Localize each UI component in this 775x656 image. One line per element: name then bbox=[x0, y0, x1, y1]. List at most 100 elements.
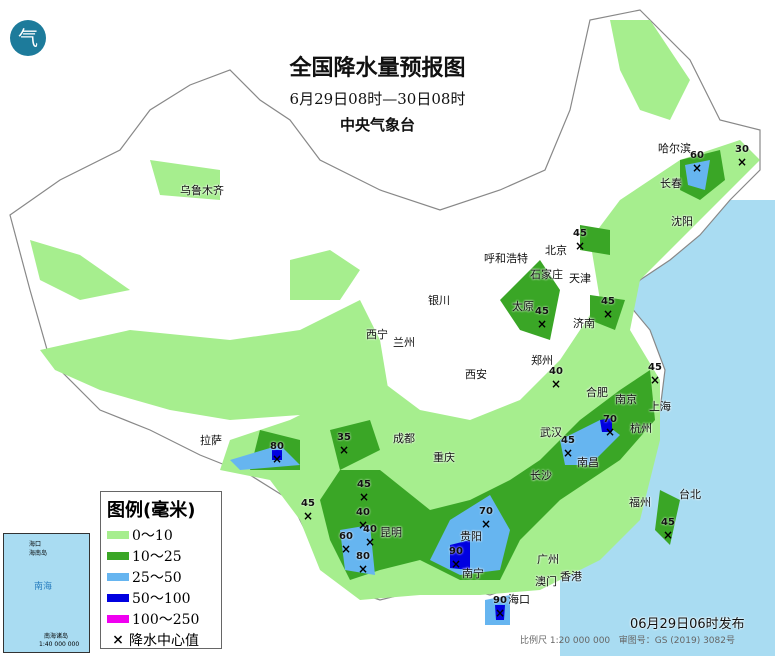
rain-10-25 bbox=[250, 150, 725, 580]
rain-0-10-west bbox=[40, 300, 390, 420]
rain-center-marker-icon: × bbox=[737, 155, 748, 169]
legend-center-label: 降水中心值 bbox=[129, 632, 199, 649]
city-label: 西安 bbox=[465, 368, 487, 381]
rain-center-value: 90 bbox=[449, 546, 463, 557]
city-label: 香港 bbox=[560, 570, 582, 583]
legend-title: 图例(毫米) bbox=[107, 500, 196, 521]
city-label: 上海 bbox=[649, 400, 671, 413]
city-label: 哈尔滨 bbox=[658, 142, 691, 155]
legend-item: 25～50 bbox=[107, 566, 215, 587]
rain-center-value: 45 bbox=[301, 498, 315, 509]
rain-center-marker-icon: × bbox=[451, 557, 462, 571]
legend-swatch bbox=[107, 614, 129, 623]
rain-center-marker-icon: × bbox=[537, 317, 548, 331]
city-label: 杭州 bbox=[630, 422, 652, 435]
rain-0-10-north bbox=[30, 20, 690, 300]
city-label: 重庆 bbox=[433, 451, 455, 464]
issue-time: 06月29日06时发布 bbox=[630, 617, 745, 632]
rain-center-value: 45 bbox=[648, 362, 662, 373]
city-label: 沈阳 bbox=[671, 215, 693, 228]
rain-center-marker-icon: × bbox=[303, 509, 314, 523]
city-label: 南京 bbox=[615, 393, 637, 406]
rain-center-value: 45 bbox=[535, 306, 549, 317]
legend-swatch bbox=[107, 530, 129, 539]
rain-center-marker-icon: × bbox=[365, 535, 376, 549]
legend-label: 50～100 bbox=[132, 590, 191, 607]
city-label: 贵阳 bbox=[460, 530, 482, 543]
rain-center-value: 80 bbox=[356, 551, 370, 562]
city-label: 南昌 bbox=[577, 456, 599, 469]
rain-center-value: 60 bbox=[339, 531, 353, 542]
city-label: 拉萨 bbox=[200, 434, 222, 447]
legend-label: 100～250 bbox=[132, 611, 200, 628]
city-label: 银川 bbox=[428, 294, 450, 307]
city-label: 成都 bbox=[393, 432, 415, 445]
city-label: 石家庄 bbox=[530, 268, 563, 281]
issuer: 中央气象台 bbox=[339, 116, 415, 134]
legend-item: 50～100 bbox=[107, 587, 215, 608]
inset-islands-label: 南海诸岛 bbox=[44, 633, 69, 640]
scale-approval: 比例尺 1:20 000 000 审图号：GS (2019) 3082号 bbox=[520, 633, 735, 646]
rain-center-value: 70 bbox=[479, 506, 493, 517]
city-label: 南宁 bbox=[462, 567, 484, 580]
city-label: 天津 bbox=[569, 272, 591, 285]
legend-center-marker: × 降水中心值 bbox=[107, 629, 215, 650]
rain-center-value: 45 bbox=[601, 296, 615, 307]
rain-center-marker-icon: × bbox=[663, 528, 674, 542]
rain-center-marker-icon: × bbox=[339, 443, 350, 457]
rain-center-value: 30 bbox=[735, 144, 749, 155]
legend-swatch bbox=[107, 593, 129, 602]
rain-center-marker-icon: × bbox=[359, 490, 370, 504]
rain-center-value: 35 bbox=[337, 432, 351, 443]
south-china-sea-inset: 南海 海南岛 海口 南海诸岛 1:40 000 000 bbox=[3, 533, 90, 653]
legend-label: 25～50 bbox=[132, 569, 182, 586]
legend: 图例(毫米) 0～10 10～25 25～50 50～100 100～250 × 降水中心… bbox=[100, 491, 222, 649]
city-label: 呼和浩特 bbox=[484, 252, 528, 265]
legend-item: 0～10 bbox=[107, 524, 215, 545]
rain-center-marker-icon: × bbox=[341, 542, 352, 556]
city-label: 武汉 bbox=[540, 426, 562, 439]
forecast-period: 6月29日08时—30日08时 bbox=[289, 90, 466, 108]
city-label: 台北 bbox=[679, 488, 701, 501]
rain-center-marker-icon: × bbox=[605, 425, 616, 439]
inset-sea-label: 南海 bbox=[34, 582, 53, 592]
city-label: 合肥 bbox=[586, 386, 608, 399]
city-label: 北京 bbox=[545, 244, 567, 257]
rain-center-value: 45 bbox=[573, 228, 587, 239]
legend-label: 10～25 bbox=[132, 548, 182, 565]
city-label: 澳门 bbox=[535, 575, 557, 588]
rain-center-marker-icon: × bbox=[563, 446, 574, 460]
rain-center-value: 40 bbox=[363, 524, 377, 535]
city-label: 长沙 bbox=[530, 469, 552, 482]
legend-item: 100～250 bbox=[107, 608, 215, 629]
inset-hainan-label: 海南岛 bbox=[29, 550, 48, 557]
city-label: 海口 bbox=[508, 593, 530, 606]
rain-25-50 bbox=[230, 160, 710, 625]
approval-number: 审图号：GS (2019) 3082号 bbox=[618, 636, 735, 646]
rain-center-marker-icon: × bbox=[603, 307, 614, 321]
rain-center-marker-icon: × bbox=[575, 239, 586, 253]
city-label: 西宁 bbox=[366, 328, 388, 341]
city-label: 长春 bbox=[660, 177, 682, 190]
city-label: 乌鲁木齐 bbox=[180, 184, 224, 197]
rain-center-marker-icon: × bbox=[272, 452, 283, 466]
legend-swatch bbox=[107, 551, 129, 560]
cma-logo: 气 bbox=[10, 20, 46, 56]
city-label: 福州 bbox=[629, 496, 651, 509]
x-marker-icon: × bbox=[112, 631, 124, 648]
inset-scale: 1:40 000 000 bbox=[39, 641, 80, 648]
rain-center-value: 40 bbox=[549, 366, 563, 377]
rain-center-value: 45 bbox=[661, 517, 675, 528]
legend-item: 10～25 bbox=[107, 545, 215, 566]
rain-center-marker-icon: × bbox=[650, 373, 661, 387]
rain-center-value: 60 bbox=[690, 150, 704, 161]
legend-swatch bbox=[107, 572, 129, 581]
city-label: 广州 bbox=[537, 553, 559, 566]
legend-label: 0～10 bbox=[132, 527, 173, 544]
scale-text: 比例尺 1:20 000 000 bbox=[520, 636, 611, 646]
city-label: 郑州 bbox=[531, 354, 553, 367]
rain-center-value: 45 bbox=[357, 479, 371, 490]
city-label: 济南 bbox=[573, 317, 595, 330]
rain-center-marker-icon: × bbox=[551, 377, 562, 391]
